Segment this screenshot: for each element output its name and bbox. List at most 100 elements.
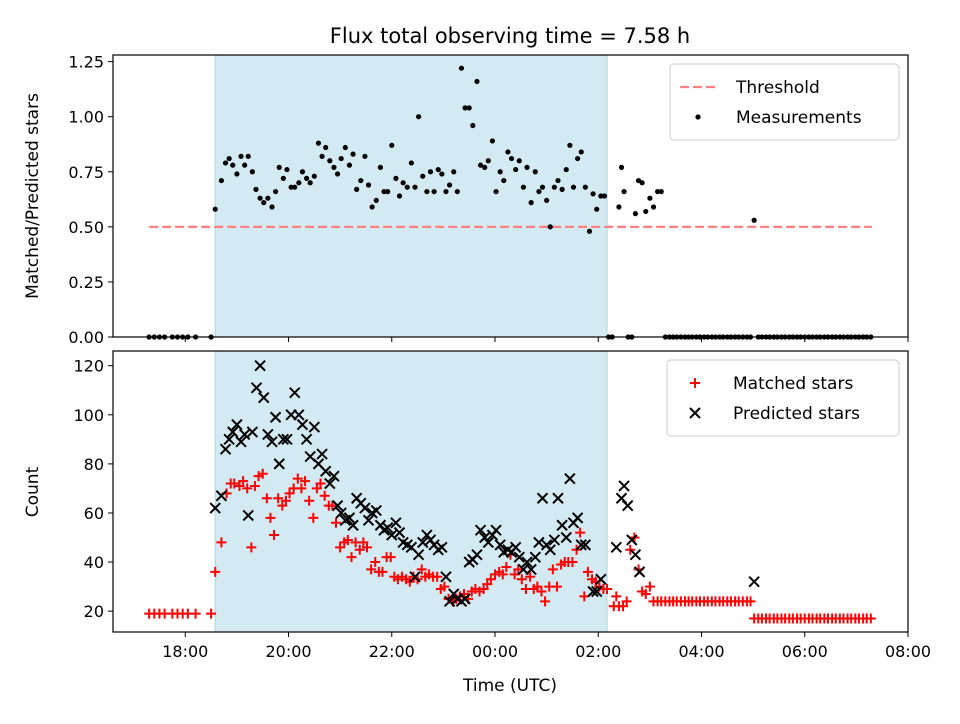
bottom-series-0-point bbox=[246, 542, 257, 553]
top-series-0-point bbox=[544, 197, 550, 204]
bottom-series-1-point bbox=[513, 551, 525, 563]
bottom-series-1-point bbox=[591, 585, 603, 598]
bottom-y-tick-label: 120 bbox=[73, 357, 104, 376]
bottom-series-1-point bbox=[626, 534, 638, 546]
bottom-legend bbox=[666, 359, 900, 437]
bottom-series-1-point bbox=[440, 571, 452, 583]
bottom-series-1-point bbox=[544, 544, 556, 556]
bottom-series-0-point bbox=[432, 571, 443, 582]
top-series-0-point bbox=[342, 144, 348, 151]
bottom-series-0-point bbox=[640, 588, 651, 599]
top-series-0-point bbox=[655, 188, 661, 195]
top-series-0-point bbox=[547, 224, 553, 230]
bottom-y-axis-label: Count bbox=[23, 466, 43, 517]
bottom-series-1-point bbox=[412, 548, 425, 561]
top-series-0-point bbox=[563, 166, 569, 173]
bottom-series-0-point bbox=[273, 493, 284, 504]
bottom-series-1-point bbox=[347, 519, 359, 531]
bottom-legend-swatch-0 bbox=[690, 378, 700, 388]
bottom-series-1-point bbox=[227, 426, 239, 438]
bottom-series-1-point bbox=[335, 507, 347, 519]
bottom-series-1-point bbox=[209, 502, 221, 514]
x-tick-label: 02:00 bbox=[575, 642, 621, 661]
bottom-y-tick-label: 40 bbox=[84, 553, 104, 572]
top-series-0-point bbox=[431, 188, 437, 195]
bottom-series-1-point bbox=[277, 433, 290, 446]
top-series-0-point bbox=[350, 151, 356, 157]
bottom-series-0-point bbox=[579, 591, 590, 602]
top-y-tick-label: 1.00 bbox=[68, 108, 104, 127]
top-series-0-point bbox=[400, 180, 406, 186]
bottom-series-0-point bbox=[575, 527, 586, 538]
top-series-0-point bbox=[311, 173, 317, 179]
top-series-0-point bbox=[570, 184, 577, 190]
top-series-0-point bbox=[427, 169, 434, 175]
bottom-series-0-point bbox=[229, 478, 240, 489]
bottom-series-1-point bbox=[536, 492, 549, 504]
bottom-series-0-point bbox=[300, 476, 311, 487]
top-series-0-point bbox=[234, 171, 240, 177]
top-series-0-point bbox=[307, 180, 313, 186]
bottom-series-1-point bbox=[579, 539, 592, 551]
bottom-series-0-point bbox=[547, 564, 558, 575]
top-series-0-point bbox=[253, 186, 259, 192]
bottom-series-0-point bbox=[216, 537, 227, 548]
x-axis-label: Time (UTC) bbox=[462, 676, 557, 696]
bottom-series-1-point bbox=[331, 499, 344, 512]
top-series-0-point bbox=[616, 204, 622, 210]
bottom-series-1-point bbox=[417, 536, 429, 549]
top-series-0-point bbox=[462, 105, 468, 111]
bottom-series-0-point bbox=[366, 564, 377, 575]
top-series-0-point bbox=[408, 160, 414, 166]
top-series-0-point bbox=[269, 204, 275, 210]
bottom-series-0-point bbox=[242, 483, 253, 494]
top-series-0-point bbox=[454, 188, 460, 195]
top-series-0-point bbox=[466, 105, 472, 111]
top-series-0-point bbox=[536, 188, 542, 195]
bottom-series-1-point bbox=[242, 509, 254, 522]
bottom-series-0-point bbox=[621, 596, 632, 607]
top-series-0-point bbox=[218, 177, 225, 184]
top-series-0-point bbox=[358, 177, 364, 184]
bottom-series-0-point bbox=[190, 608, 201, 619]
chart-title: Flux total observing time = 7.58 h bbox=[330, 24, 690, 48]
bottom-series-0-point bbox=[540, 596, 551, 607]
top-series-0-point bbox=[439, 171, 445, 177]
top-series-0-point bbox=[446, 182, 453, 188]
bottom-series-1-point bbox=[296, 418, 309, 431]
top-series-0-point bbox=[598, 193, 604, 199]
bottom-series-1-point bbox=[587, 585, 599, 598]
bottom-series-0-point bbox=[257, 468, 268, 479]
bottom-legend-swatch-1 bbox=[689, 407, 701, 419]
top-series-0-point bbox=[559, 186, 565, 192]
top-legend-label-0: Threshold bbox=[735, 78, 820, 98]
bottom-series-0-point bbox=[551, 581, 562, 592]
bottom-series-1-point bbox=[521, 556, 533, 568]
bottom-y-tick-label: 80 bbox=[84, 455, 104, 474]
bottom-series-1-point bbox=[381, 521, 394, 534]
bottom-series-0-point bbox=[354, 544, 365, 555]
top-series-0-point bbox=[238, 153, 244, 159]
top-series-0-point bbox=[284, 166, 290, 173]
top-series-0-point bbox=[393, 175, 399, 181]
bottom-series-1-point bbox=[219, 443, 232, 455]
top-series-0-point bbox=[643, 208, 649, 215]
top-series-0-point bbox=[508, 155, 515, 162]
top-series-0-point bbox=[516, 158, 522, 164]
top-series-0-point bbox=[338, 155, 344, 162]
bottom-series-1-point bbox=[328, 470, 340, 482]
top-series-0-point bbox=[412, 184, 418, 190]
top-series-0-point bbox=[319, 153, 325, 159]
top-series-0-point bbox=[567, 142, 573, 148]
top-y-axis-label: Matched/Predicted stars bbox=[23, 93, 43, 299]
top-series-0-point bbox=[420, 173, 426, 179]
bottom-series-1-point bbox=[300, 433, 313, 446]
top-series-0-point bbox=[327, 158, 333, 164]
bottom-series-1-point bbox=[459, 593, 471, 605]
bottom-series-0-point bbox=[536, 586, 547, 597]
bottom-series-1-point bbox=[308, 421, 321, 433]
bottom-series-1-point bbox=[529, 551, 541, 563]
bottom-observing-window bbox=[215, 351, 608, 632]
